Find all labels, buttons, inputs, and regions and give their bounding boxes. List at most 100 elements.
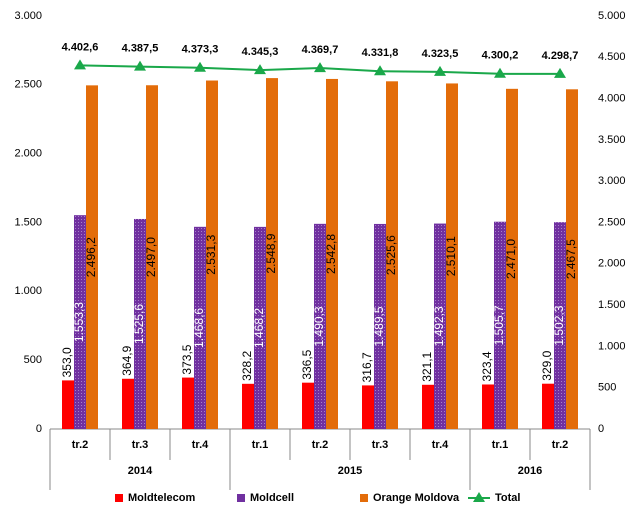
marker <box>74 59 86 70</box>
bar <box>122 378 134 429</box>
data-label: 336,5 <box>300 349 314 379</box>
data-label: 4.298,7 <box>542 50 579 62</box>
x-tick-label: tr.2 <box>552 439 569 451</box>
y-tick-label: 3.000 <box>14 10 42 22</box>
data-label: 4.402,6 <box>62 41 99 53</box>
group-label: 2014 <box>128 465 153 477</box>
x-tick-label: tr.1 <box>492 439 509 451</box>
bar <box>326 78 338 430</box>
bar <box>446 83 458 429</box>
y-tick-label: 2.000 <box>14 148 42 160</box>
data-label: 321,1 <box>420 351 434 381</box>
data-label: 1.505,7 <box>492 305 506 345</box>
data-label: 2.525,6 <box>384 235 398 275</box>
y2-tick-label: 5.000 <box>598 10 626 22</box>
y2-tick-label: 0 <box>598 423 604 435</box>
legend-label: Moldtelecom <box>128 492 195 504</box>
data-label: 2.497,0 <box>144 237 158 277</box>
bar <box>266 78 278 429</box>
marker <box>494 67 506 78</box>
bar <box>566 89 578 430</box>
legend-marker <box>473 492 485 502</box>
data-label: 4.387,5 <box>122 42 159 54</box>
bar <box>494 221 506 429</box>
data-label: 373,5 <box>180 344 194 374</box>
legend-label: Orange Moldova <box>373 492 460 504</box>
bar <box>206 80 218 430</box>
data-label: 2.548,9 <box>264 233 278 273</box>
data-label: 1.468,6 <box>192 308 206 348</box>
data-label: 329,0 <box>540 350 554 380</box>
bar <box>302 382 314 429</box>
data-label: 2.510,1 <box>444 236 458 276</box>
bar <box>542 383 554 429</box>
bar <box>242 383 254 429</box>
bar <box>86 85 98 429</box>
data-label: 2.496,2 <box>84 237 98 277</box>
bar <box>554 222 566 429</box>
data-label: 1.490,3 <box>312 306 326 346</box>
bar <box>62 380 74 429</box>
bar <box>362 385 374 429</box>
data-label: 364,9 <box>120 345 134 375</box>
bar <box>254 226 266 429</box>
y2-tick-label: 4.500 <box>598 51 626 63</box>
x-tick-label: tr.2 <box>312 439 329 451</box>
x-tick-label: tr.4 <box>432 439 449 451</box>
legend-swatch <box>115 494 123 502</box>
marker <box>374 65 386 76</box>
y-tick-label: 2.500 <box>14 79 42 91</box>
data-label: 328,2 <box>240 350 254 380</box>
x-tick-label: tr.3 <box>372 439 389 451</box>
y2-tick-label: 2.500 <box>598 216 626 228</box>
data-label: 2.467,5 <box>564 239 578 279</box>
y-tick-label: 0 <box>36 423 42 435</box>
bar <box>134 218 146 429</box>
y2-tick-label: 4.000 <box>598 93 626 105</box>
bar <box>314 223 326 429</box>
data-label: 4.345,3 <box>242 46 279 58</box>
y2-tick-label: 3.500 <box>598 134 626 146</box>
bar <box>374 223 386 429</box>
bar <box>182 377 194 429</box>
data-label: 4.373,3 <box>182 44 219 56</box>
y-tick-label: 1.500 <box>14 216 42 228</box>
bar <box>194 226 206 429</box>
y-tick-label: 1.000 <box>14 285 42 297</box>
bar <box>386 81 398 429</box>
data-label: 4.323,5 <box>422 48 459 60</box>
y-tick-label: 500 <box>24 354 42 366</box>
group-label: 2015 <box>338 465 362 477</box>
group-label: 2016 <box>518 465 542 477</box>
y2-tick-label: 2.000 <box>598 258 626 270</box>
data-label: 2.531,3 <box>204 234 218 274</box>
x-tick-label: tr.2 <box>72 439 89 451</box>
bar <box>422 384 434 429</box>
bar <box>434 223 446 429</box>
data-label: 1.492,3 <box>432 306 446 346</box>
data-label: 4.300,2 <box>482 50 519 62</box>
data-label: 4.331,8 <box>362 47 399 59</box>
data-label: 353,0 <box>60 347 74 377</box>
data-label: 4.369,7 <box>302 44 339 56</box>
legend-swatch <box>237 494 245 502</box>
data-label: 1.489,5 <box>372 306 386 346</box>
data-label: 1.502,3 <box>552 305 566 345</box>
legend-label: Total <box>495 492 520 504</box>
x-tick-label: tr.3 <box>132 439 149 451</box>
legend-label: Moldcell <box>250 492 294 504</box>
data-label: 1.525,6 <box>132 304 146 344</box>
y2-tick-label: 1.000 <box>598 340 626 352</box>
marker <box>194 61 206 72</box>
marker <box>554 67 566 78</box>
bar <box>482 384 494 429</box>
bar <box>74 215 86 429</box>
legend-swatch <box>360 494 368 502</box>
bar <box>506 88 518 429</box>
data-label: 2.471,0 <box>504 239 518 279</box>
bar <box>146 85 158 429</box>
marker <box>134 60 146 71</box>
marker <box>254 64 266 75</box>
x-tick-label: tr.1 <box>252 439 269 451</box>
